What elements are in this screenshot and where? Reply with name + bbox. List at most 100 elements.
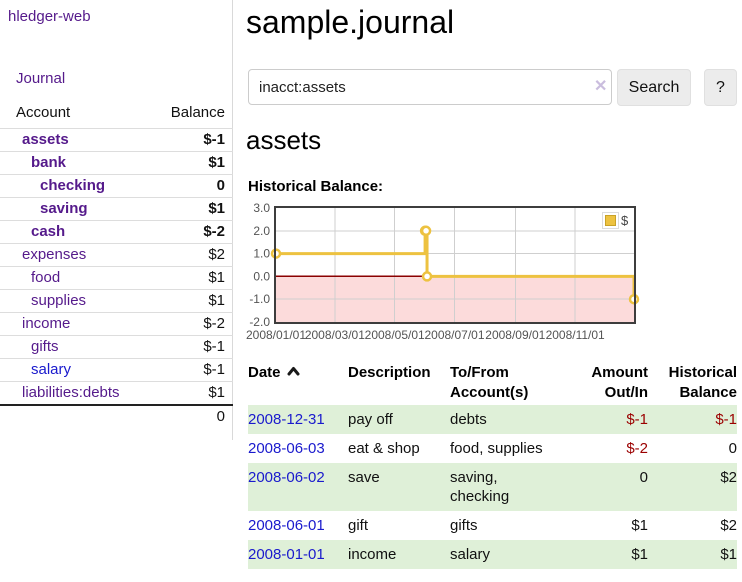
cell-accounts: salary <box>450 546 491 563</box>
account-row: salary $-1 <box>0 358 233 382</box>
sort-ascending-icon <box>287 363 300 383</box>
register-row: 2008-06-02 save saving, checking 0 $2 <box>248 463 737 511</box>
account-link[interactable]: income <box>22 315 71 332</box>
account-row: income $-2 <box>0 312 233 336</box>
plot-border <box>274 206 636 324</box>
cell-amount: $1 <box>631 517 648 534</box>
account-row: saving $1 <box>0 197 233 221</box>
brand-link[interactable]: hledger-web <box>8 8 91 25</box>
cell-amount: 0 <box>639 469 648 486</box>
cell-balance: $-1 <box>715 411 737 428</box>
account-link[interactable]: gifts <box>31 338 59 355</box>
spacer <box>0 404 154 428</box>
y-axis-tick-label: 2.0 <box>253 224 270 238</box>
account-link[interactable]: salary <box>31 361 72 378</box>
search-button[interactable]: Search <box>617 69 691 106</box>
account-balance: $-1 <box>153 335 233 359</box>
cell-description: eat & shop <box>348 440 420 457</box>
cell-date: 2008-06-01 <box>248 511 348 540</box>
column-header-description: Description <box>348 364 431 381</box>
search-input[interactable] <box>248 69 612 105</box>
cell-description: income <box>348 546 397 563</box>
x-axis-tick-label: 2008/07/01 <box>424 328 484 342</box>
transaction-date-link[interactable]: 2008-12-31 <box>248 411 325 428</box>
cell-balance: $2 <box>720 517 737 534</box>
data-point-marker <box>421 271 433 282</box>
account-link[interactable]: supplies <box>31 292 87 309</box>
cell-amount: $1 <box>631 546 648 563</box>
column-header-balance: Historical Balance <box>668 364 737 401</box>
register-header-row: Date Description To/From Account(s) Amou… <box>248 361 737 405</box>
transaction-date-link[interactable]: 2008-06-03 <box>248 440 325 457</box>
account-column-header: Account <box>16 104 71 121</box>
account-link[interactable]: checking <box>40 177 106 194</box>
register-row: 2008-01-01 income salary $1 $1 <box>248 540 737 569</box>
cell-balance: $1 <box>720 546 737 563</box>
account-link[interactable]: bank <box>31 154 67 171</box>
account-row: assets $-1 <box>0 128 233 152</box>
account-balance: $1 <box>153 381 233 405</box>
total-balance: 0 <box>153 404 233 428</box>
cell-description: gift <box>348 517 369 534</box>
historical-balance-chart: 3.0 2.0 1.0 0.0 -1.0 -2.02008/01/012008/03/01… <box>246 201 640 342</box>
transaction-date-link[interactable]: 2008-01-01 <box>248 546 325 563</box>
transaction-date-link[interactable]: 2008-06-01 <box>248 517 325 534</box>
column-header-accounts: To/From Account(s) <box>450 364 529 401</box>
account-balance: $-2 <box>153 312 233 336</box>
cell-accounts: debts <box>450 411 487 428</box>
register-row: 2008-06-03 eat & shop food, supplies $-2 0 <box>248 434 737 463</box>
date-header-label: Date <box>248 364 281 381</box>
cell-date: 2008-12-31 <box>248 405 348 434</box>
cell-date: 2008-06-02 <box>248 463 348 511</box>
cell-balance: $2 <box>720 469 737 486</box>
account-tree-header: Account Balance <box>0 103 233 129</box>
transaction-date-link[interactable]: 2008-06-02 <box>248 469 325 486</box>
account-row: expenses $2 <box>0 243 233 267</box>
account-link[interactable]: saving <box>40 200 88 217</box>
x-axis-tick-label: 2008/03/01 <box>305 328 365 342</box>
account-balance: $2 <box>153 243 233 267</box>
account-balance: $1 <box>153 289 233 313</box>
account-total-row: 0 <box>0 404 233 428</box>
x-axis-tick-label: 2008/11/01 <box>546 328 605 342</box>
page-title: sample.journal <box>246 4 455 40</box>
account-row: bank $1 <box>0 151 233 175</box>
register-row: 2008-12-31 pay off debts $-1 $-1 <box>248 405 737 434</box>
register-table: Date Description To/From Account(s) Amou… <box>248 361 737 569</box>
clear-search-icon[interactable]: ✕ <box>594 78 608 95</box>
cell-description: save <box>348 469 380 486</box>
help-button[interactable]: ? <box>704 69 737 106</box>
cell-description: pay off <box>348 411 393 428</box>
account-link[interactable]: food <box>31 269 61 286</box>
register-row: 2008-06-01 gift gifts $1 $2 <box>248 511 737 540</box>
account-balance: $1 <box>153 151 233 175</box>
y-axis-tick-label: 1.0 <box>253 247 270 261</box>
legend-swatch-icon <box>605 215 616 226</box>
account-link[interactable]: cash <box>31 223 66 240</box>
account-balance: $-1 <box>153 358 233 382</box>
y-axis-tick-label: 0.0 <box>253 269 270 283</box>
cell-date: 2008-01-01 <box>248 540 348 569</box>
cell-amount: $-1 <box>626 411 648 428</box>
x-axis-tick-label: 2008/01/01 <box>246 328 306 342</box>
cell-amount: $-2 <box>626 440 648 457</box>
column-header-date[interactable]: Date <box>248 361 348 405</box>
cell-accounts: gifts <box>450 517 478 534</box>
account-balance: $-1 <box>153 128 233 152</box>
x-axis-tick-label: 2008/09/01 <box>485 328 545 342</box>
data-point-marker <box>420 225 432 237</box>
account-link[interactable]: liabilities:debts <box>22 384 120 401</box>
cell-balance: 0 <box>728 440 737 457</box>
register-body: 2008-12-31 pay off debts $-1 $-1 2008-06-03 ea… <box>248 405 737 569</box>
account-balance: 0 <box>153 174 233 198</box>
cell-accounts: saving, checking <box>450 469 510 505</box>
account-balance: $1 <box>153 266 233 290</box>
account-row: food $1 <box>0 266 233 290</box>
account-link[interactable]: assets <box>22 131 69 148</box>
sidebar-item-journal[interactable]: Journal <box>16 70 66 87</box>
account-link[interactable]: expenses <box>22 246 87 263</box>
legend-label: $ <box>621 213 629 228</box>
balance-column-header: Balance <box>170 104 225 121</box>
cell-accounts: food, supplies <box>450 440 543 457</box>
account-row: gifts $-1 <box>0 335 233 359</box>
